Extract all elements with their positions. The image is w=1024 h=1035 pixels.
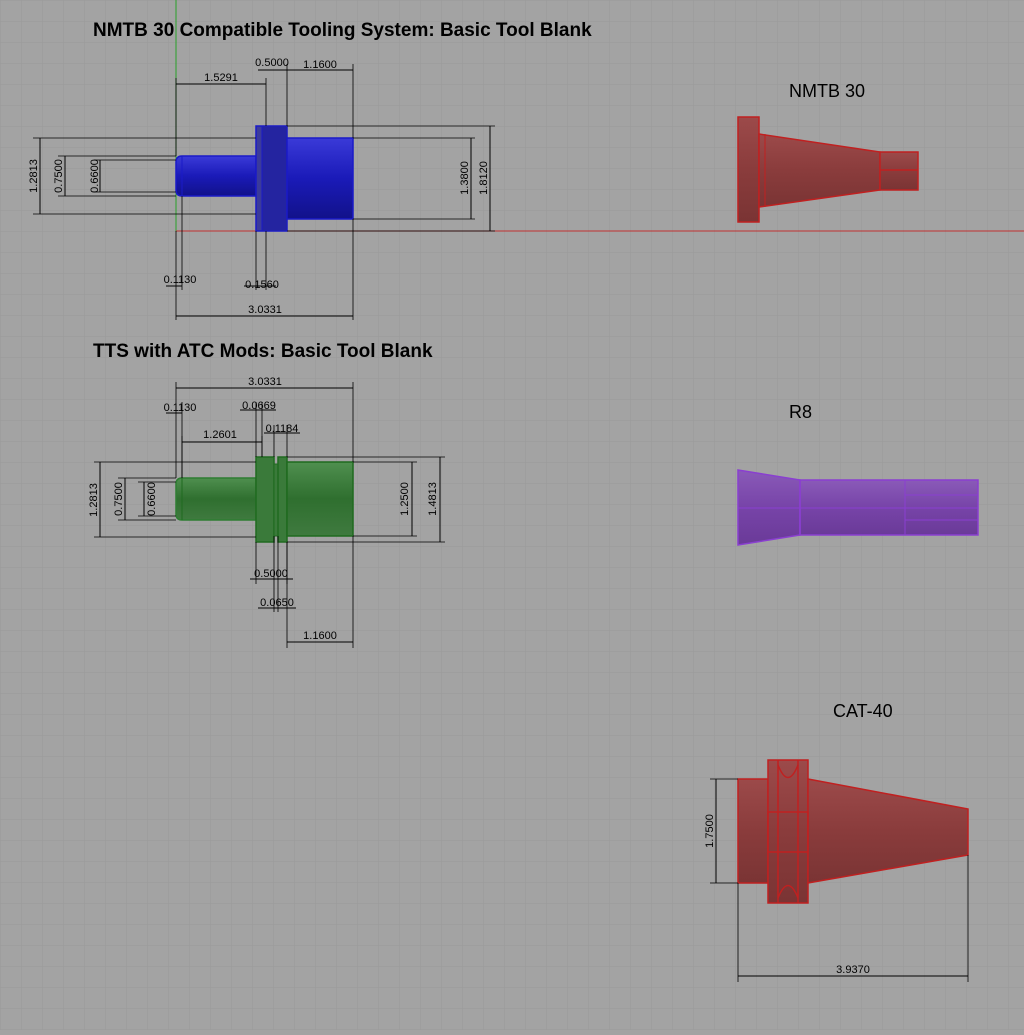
dim-label: 1.2813 — [28, 159, 40, 193]
dim-label: 0.0669 — [242, 400, 276, 412]
dim-label: 3.0331 — [248, 304, 282, 316]
dim-label: 0.0650 — [260, 597, 294, 609]
dim-label: 3.9370 — [836, 964, 870, 976]
dim-label: 1.2601 — [203, 429, 237, 441]
dim-label: 1.5291 — [204, 72, 238, 84]
tts-section-title: TTS with ATC Mods: Basic Tool Blank — [93, 341, 433, 362]
dim-label: 0.6600 — [146, 482, 158, 516]
dim-label: 3.0331 — [248, 376, 282, 388]
dim-label: 0.5000 — [254, 568, 288, 580]
r8-label: R8 — [789, 402, 813, 422]
cat40-label: CAT-40 — [833, 701, 893, 721]
dim-label: 1.1600 — [303, 630, 337, 642]
dim-label: 1.3800 — [459, 161, 471, 195]
dim-label: 0.1130 — [164, 402, 197, 414]
nmtb-tool-blank[interactable] — [175, 125, 354, 232]
nmtb30-holder[interactable] — [737, 116, 919, 223]
dim-label: 0.5000 — [255, 57, 289, 69]
cat40-holder[interactable] — [737, 759, 969, 904]
dim-label: 0.7500 — [113, 482, 125, 516]
dim-label: 1.7500 — [704, 814, 716, 848]
dim-label: 1.1600 — [303, 59, 337, 71]
nmtb-dimensions: 1.5291 0.5000 1.1600 1.2813 0.7500 0.660… — [28, 57, 495, 320]
r8-collet[interactable] — [737, 469, 979, 546]
dim-label: 0.1130 — [164, 274, 197, 286]
dim-label: 1.2813 — [88, 483, 100, 517]
dim-label: 1.4813 — [427, 482, 439, 516]
dim-label: 0.7500 — [53, 159, 65, 193]
dim-label: 1.2500 — [399, 482, 411, 516]
nmtb-section-title: NMTB 30 Compatible Tooling System: Basic… — [93, 20, 592, 41]
tts-tool-blank[interactable] — [175, 456, 354, 543]
dim-label: 0.1184 — [266, 423, 299, 435]
cat40-dimensions: 1.7500 3.9370 — [704, 778, 969, 982]
tts-dimensions: 3.0331 0.1130 0.0669 0.1184 1.2601 1.281… — [88, 376, 445, 648]
nmtb30-label: NMTB 30 — [789, 81, 866, 101]
dim-label: 1.8120 — [478, 161, 490, 195]
dim-label: 0.1560 — [245, 279, 279, 291]
dim-label: 0.6600 — [89, 159, 101, 193]
